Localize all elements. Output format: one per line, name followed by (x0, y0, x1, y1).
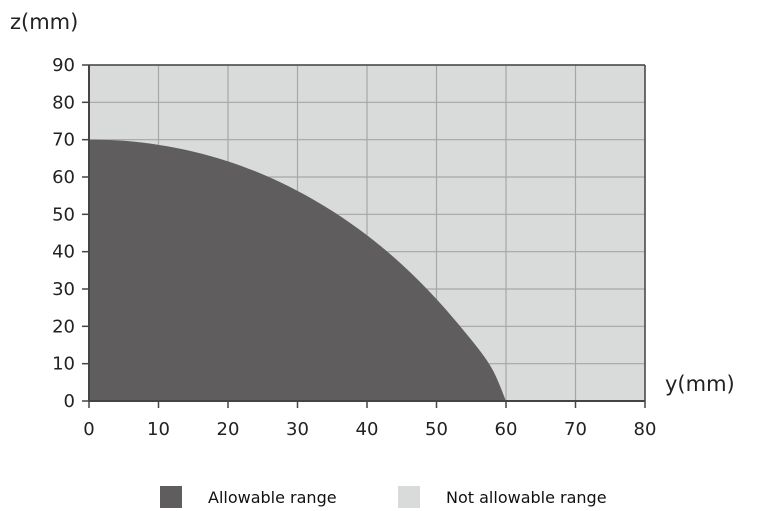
x-tick-label-6: 60 (495, 419, 518, 440)
y-tick-label-8: 80 (52, 92, 75, 113)
axes (82, 64, 646, 408)
legend: Allowable range Not allowable range (160, 486, 607, 508)
legend-swatch-not-allowable (398, 486, 420, 508)
x-tick-label-1: 10 (147, 419, 170, 440)
x-tick-label-5: 50 (425, 419, 448, 440)
y-tick-label-4: 40 (52, 242, 75, 263)
y-tick-label-5: 50 (52, 204, 75, 225)
y-tick-label-0: 0 (64, 391, 75, 412)
x-tick-label-8: 80 (634, 419, 657, 440)
legend-swatch-allowable (160, 486, 182, 508)
y-axis-title: z(mm) (10, 10, 78, 34)
y-tick-label-7: 70 (52, 130, 75, 151)
y-tick-label-1: 10 (52, 354, 75, 375)
allowable-range-area (89, 139, 506, 401)
y-tick-label-6: 60 (52, 167, 75, 188)
x-tick-label-3: 30 (286, 419, 309, 440)
y-tick-labels: 0 10 20 30 40 50 60 70 80 90 (52, 55, 75, 412)
x-tick-label-7: 70 (564, 419, 587, 440)
y-tick-label-3: 30 (52, 279, 75, 300)
x-axis-title: y(mm) (665, 372, 735, 396)
x-tick-label-2: 20 (217, 419, 240, 440)
y-tick-label-9: 90 (52, 55, 75, 76)
x-tick-labels: 0 10 20 30 40 50 60 70 80 (83, 419, 656, 440)
x-tick-label-0: 0 (83, 419, 94, 440)
x-tick-label-4: 40 (356, 419, 379, 440)
legend-label-allowable: Allowable range (208, 488, 337, 507)
y-tick-label-2: 20 (52, 316, 75, 337)
legend-label-not-allowable: Not allowable range (446, 488, 607, 507)
